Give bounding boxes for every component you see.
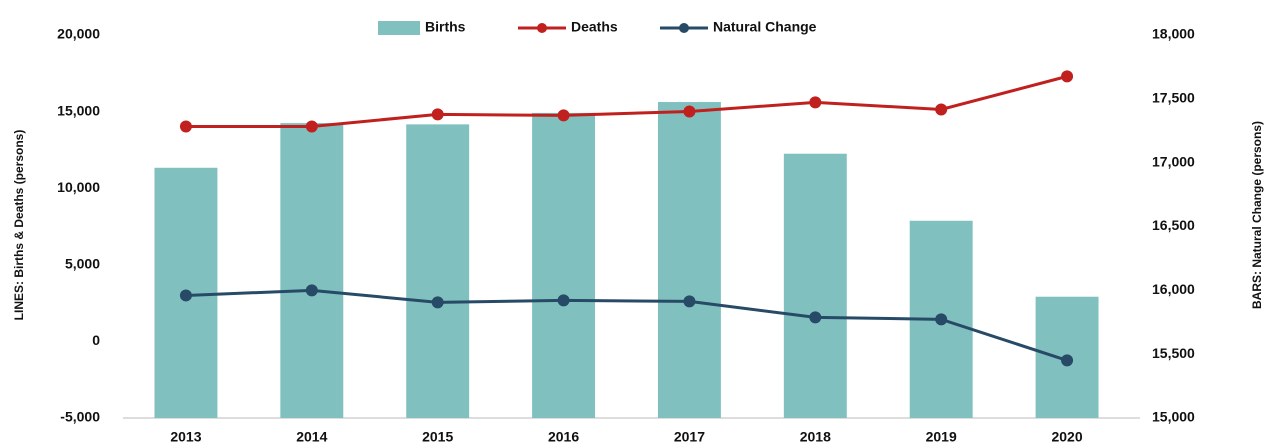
bar (280, 123, 344, 418)
point (809, 311, 822, 324)
y2-tick-label: 16,500 (1152, 217, 1195, 233)
y-tick-label: 0 (92, 332, 100, 348)
line (185, 74, 1068, 128)
y-tick-label: 20,000 (57, 26, 100, 42)
legend-label: Natural Change (713, 19, 817, 35)
y-tick-label: 15,000 (57, 102, 100, 118)
point (1061, 354, 1074, 367)
point (935, 313, 948, 326)
point (179, 120, 192, 133)
point (683, 105, 696, 118)
x-tick-label: 2015 (422, 429, 453, 445)
x-tick-label: 2018 (800, 429, 831, 445)
line (185, 288, 1068, 362)
y2-tick-label: 17,000 (1152, 153, 1195, 169)
point (683, 295, 696, 308)
bar (783, 153, 847, 419)
x-tick-label: 2019 (926, 429, 957, 445)
point (557, 109, 570, 122)
legend-swatch (378, 21, 420, 35)
x-tick-label: 2016 (548, 429, 579, 445)
x-tick-label: 2014 (296, 429, 327, 445)
legend-label: Births (425, 19, 466, 35)
point (179, 289, 192, 302)
point (305, 120, 318, 133)
y-axis-title: LINES: Births & Deaths (persons) (12, 130, 26, 321)
y-tick-label: -5,000 (60, 409, 100, 425)
x-tick-label: 2017 (674, 429, 705, 445)
bar (406, 124, 470, 418)
y2-tick-label: 17,500 (1152, 90, 1195, 106)
y2-tick-label: 15,500 (1152, 345, 1195, 361)
y-tick-label: 10,000 (57, 179, 100, 195)
x-tick-label: 2020 (1051, 429, 1082, 445)
y2-tick-label: 16,000 (1152, 281, 1195, 297)
legend-swatch (679, 23, 689, 33)
point (1061, 70, 1074, 83)
point (809, 96, 822, 109)
x-tick-label: 2013 (170, 429, 201, 445)
legend-label: Deaths (571, 19, 618, 35)
y2-tick-label: 18,000 (1152, 26, 1195, 42)
point (557, 294, 570, 307)
legend-swatch (537, 23, 547, 33)
bar (657, 102, 721, 419)
point (305, 284, 318, 297)
y2-tick-label: 15,000 (1152, 409, 1195, 425)
point (431, 108, 444, 121)
point (935, 103, 948, 116)
y-tick-label: 5,000 (65, 256, 100, 272)
point (431, 296, 444, 309)
bar (532, 112, 596, 419)
y2-axis-title: BARS: Natural Change (persons) (1250, 121, 1264, 309)
